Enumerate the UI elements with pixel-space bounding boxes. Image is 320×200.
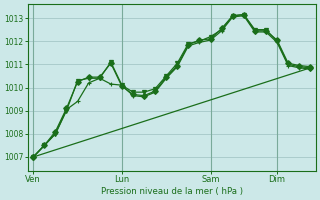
- X-axis label: Pression niveau de la mer ( hPa ): Pression niveau de la mer ( hPa ): [101, 187, 243, 196]
